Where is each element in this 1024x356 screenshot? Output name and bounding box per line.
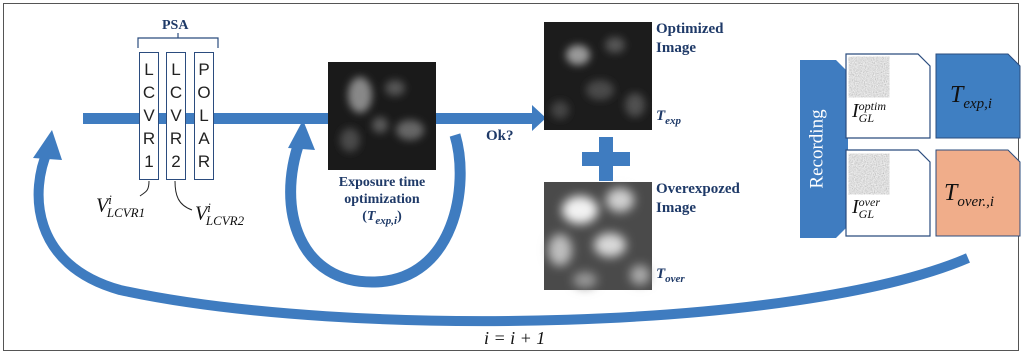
- lcvr1-letter: 1: [144, 151, 154, 171]
- doc-texp: [935, 53, 1021, 139]
- t-over-sub: over: [665, 273, 685, 285]
- t-exp-base: T: [656, 108, 666, 124]
- overexposed-line2: Image: [656, 200, 696, 216]
- speckle-image-exposure: [328, 62, 436, 170]
- feedback-arc: [33, 147, 970, 327]
- v2-sub: LCVR2: [205, 212, 245, 228]
- tover-doc-label: Tover.,i: [944, 180, 994, 211]
- v2-sup: i: [207, 200, 211, 215]
- voltage-lcvr2-label: ViLCVR2: [195, 200, 244, 229]
- polar-letter: L: [199, 105, 209, 125]
- doc1-sup: optim: [858, 99, 887, 114]
- lcvr2-letter: L: [171, 60, 181, 80]
- lcvr2-letter: V: [170, 105, 182, 125]
- doc-tover: [935, 149, 1021, 237]
- psa-bracket: [137, 37, 219, 48]
- loop-increment-label: i = i + 1: [484, 328, 546, 348]
- plus-vertical: [599, 137, 613, 181]
- v2-base: V: [195, 202, 208, 225]
- t2-sub: over.,i: [957, 193, 995, 210]
- doc1-base: I: [852, 100, 859, 122]
- optimized-line2: Image: [656, 40, 696, 56]
- doc2-sup: over: [858, 195, 880, 210]
- overexposed-line1: Overexpozed: [656, 181, 740, 197]
- overexposed-t-label: Tover: [656, 266, 685, 285]
- doc-noise-over: [852, 157, 886, 191]
- overexposed-caption: Overexpozed Image: [656, 180, 740, 218]
- lcvr2-letter: 2: [171, 151, 181, 171]
- psa-label: PSA: [162, 18, 189, 33]
- t-exp-sub: exp: [665, 115, 682, 127]
- doc1-sub: GL: [858, 111, 875, 126]
- t1-sub: exp,i: [963, 95, 993, 112]
- recording-label: Recording: [807, 109, 828, 189]
- lcvr1-letter: R: [142, 128, 156, 148]
- optimized-caption: Optimized Image: [656, 20, 724, 58]
- paren-close: ): [397, 209, 402, 224]
- speckle-image-optimized: [544, 22, 652, 130]
- v1-base: V: [96, 194, 109, 217]
- exposure-param: (Texp,i): [318, 208, 446, 230]
- exposure-line2: optimization: [344, 192, 420, 207]
- doc-noise-optim: [852, 60, 886, 94]
- optimized-t-label: Texp: [656, 108, 681, 127]
- lcvr1-box: L C V R 1: [139, 52, 159, 180]
- t-over-base: T: [656, 266, 666, 282]
- speckle-image-overexposed: [544, 182, 652, 290]
- v1-sub: LCVR1: [106, 204, 146, 220]
- v1-leader: [139, 180, 150, 197]
- v1-sup: i: [108, 192, 112, 207]
- main-arrow-shaft: [83, 113, 533, 124]
- lcvr2-letter: R: [169, 128, 183, 148]
- polarizer-box: P O L A R: [194, 52, 214, 180]
- t2-base: T: [944, 180, 958, 206]
- polar-letter: O: [197, 83, 211, 103]
- recording-bar: [800, 60, 836, 238]
- doc2-sub: GL: [858, 207, 875, 222]
- exposure-param-sub: exp,i: [375, 214, 398, 227]
- exposure-loop-arrowhead: [288, 120, 315, 150]
- lcvr1-letter: C: [142, 83, 156, 103]
- lcvr2-letter: C: [169, 83, 183, 103]
- exposure-line1: Exposure time: [338, 175, 426, 190]
- polar-letter: P: [198, 60, 210, 80]
- lcvr2-box: L C V R 2: [166, 52, 186, 180]
- t1-base: T: [950, 82, 964, 108]
- exposure-loop-arrow: [285, 133, 466, 288]
- doc2-base: I: [852, 196, 859, 218]
- exposure-caption: Exposure time optimization (Texp,i): [318, 174, 446, 230]
- texp-doc-label: Texp,i: [950, 82, 992, 113]
- recording-label-wrap: Recording: [800, 60, 836, 238]
- lcvr1-letter: V: [143, 105, 155, 125]
- exposure-param-base: T: [366, 209, 376, 224]
- paren-open: (: [362, 209, 367, 224]
- lcvr1-letter: L: [144, 60, 154, 80]
- optimized-line1: Optimized: [656, 21, 724, 37]
- voltage-lcvr1-label: ViLCVR1: [96, 192, 145, 221]
- ok-decision-label: Ok?: [486, 128, 514, 144]
- polar-letter: A: [198, 128, 210, 148]
- recording-bar-arrowhead: [836, 60, 848, 238]
- feedback-arrowhead: [33, 130, 62, 160]
- v2-leader: [174, 180, 193, 211]
- main-arrow-head: [532, 105, 546, 131]
- polar-letter: R: [197, 151, 211, 171]
